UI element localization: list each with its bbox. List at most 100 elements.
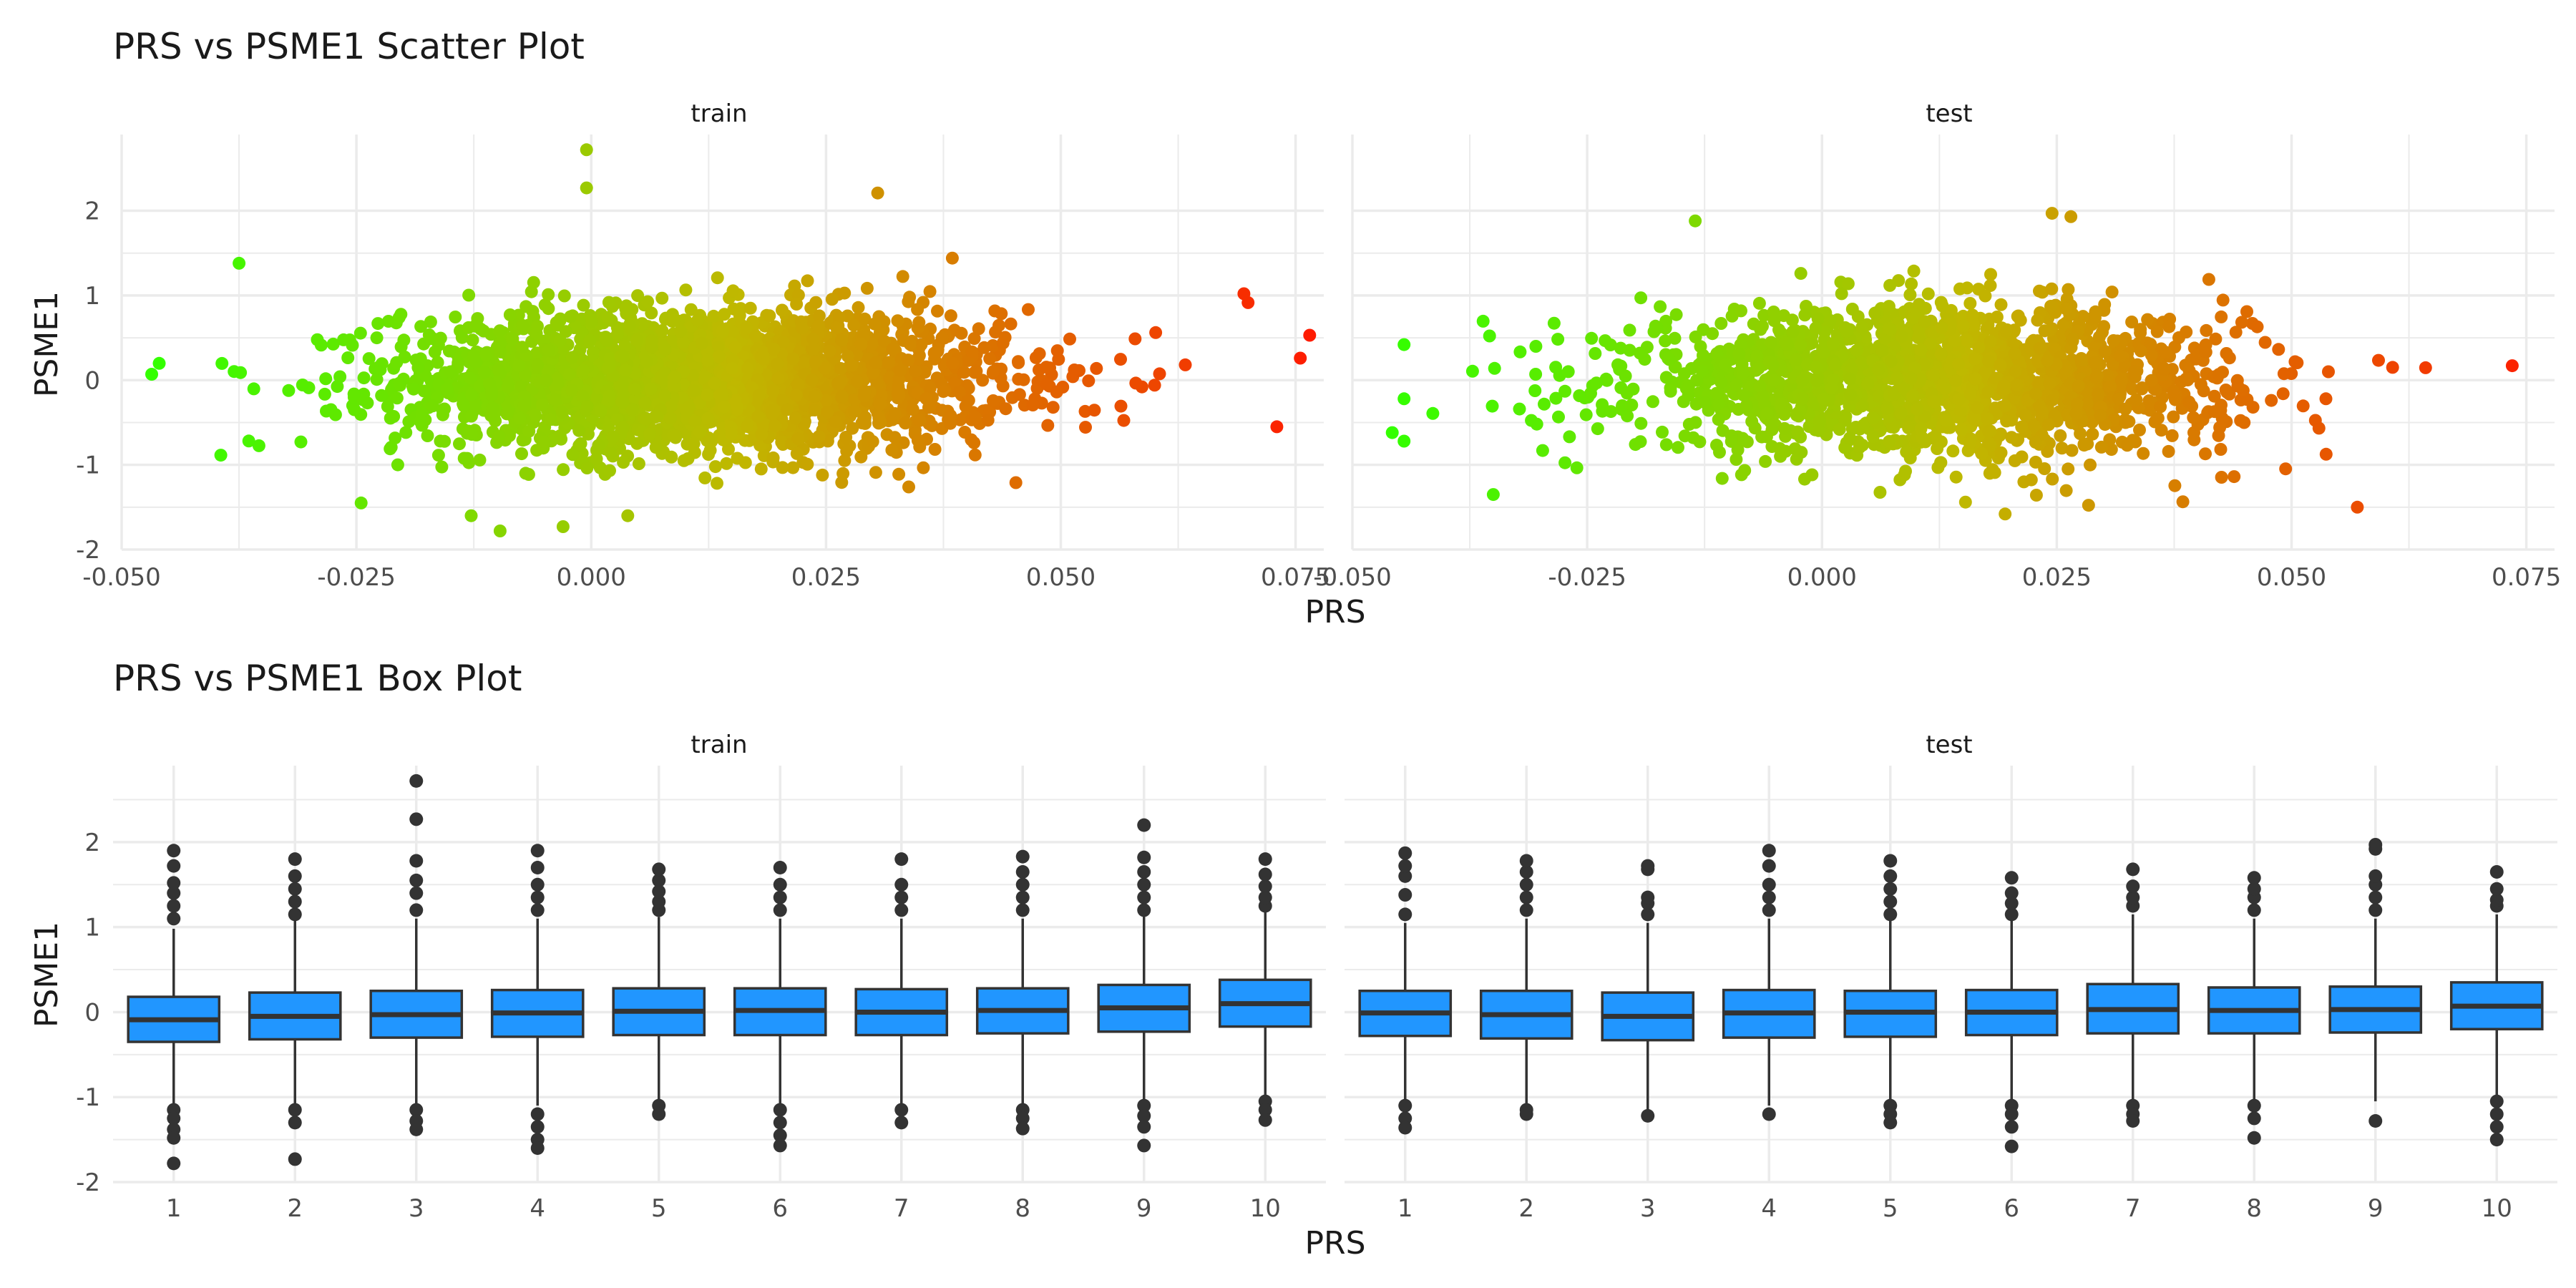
box-outlier <box>652 862 666 877</box>
x-tick-label: 4 <box>1761 1194 1777 1223</box>
x-tick-label: 5 <box>651 1194 667 1223</box>
scatter-point <box>1668 331 1682 345</box>
scatter-point <box>214 449 228 462</box>
scatter-point <box>2145 374 2158 387</box>
scatter-point <box>242 434 255 448</box>
scatter-point <box>1050 385 1063 399</box>
scatter-point <box>1237 287 1251 301</box>
scatter-point <box>2144 338 2157 351</box>
scatter-point <box>839 431 853 444</box>
scatter-point <box>1529 340 1543 353</box>
scatter-point <box>771 357 784 371</box>
scatter-point <box>2097 320 2111 333</box>
scatter-point <box>1714 375 1727 389</box>
scatter-point <box>2107 334 2120 347</box>
box-outlier <box>409 886 424 900</box>
scatter-point <box>812 430 826 443</box>
x-tick-label: 2 <box>1518 1194 1534 1223</box>
scatter-point <box>2094 440 2108 454</box>
scatter-point <box>1826 337 1840 351</box>
scatter-point <box>2000 414 2014 428</box>
scatter-point <box>2220 347 2233 360</box>
scatter-point <box>389 431 402 445</box>
scatter-point <box>615 395 628 409</box>
scatter-point <box>1963 436 1976 450</box>
scatter-point <box>769 419 782 433</box>
y-tick-label: -2 <box>76 536 100 565</box>
scatter-point <box>314 338 328 352</box>
box-outlier <box>288 852 302 867</box>
box-outlier <box>1519 1107 1533 1121</box>
scatter-point <box>808 389 821 403</box>
scatter-point <box>2024 473 2038 487</box>
scatter-point <box>740 321 753 335</box>
scatter-point <box>655 291 669 305</box>
scatter-point <box>944 309 957 323</box>
scatter-point <box>902 295 915 308</box>
scatter-point <box>2114 374 2128 387</box>
scatter-point <box>1026 399 1040 411</box>
box-outlier <box>409 812 424 826</box>
scatter-point <box>888 407 902 420</box>
scatter-point <box>688 414 702 428</box>
scatter-point <box>1935 321 1948 335</box>
scatter-point <box>294 435 308 449</box>
scatter-point <box>2042 418 2056 431</box>
scatter-point <box>835 389 849 403</box>
box-outlier <box>167 859 181 873</box>
scatter-point <box>2029 489 2043 502</box>
box-outlier <box>530 1141 545 1155</box>
box-outlier <box>167 844 181 858</box>
scatter-point <box>513 411 527 425</box>
y-tick-label: -1 <box>76 452 100 480</box>
scatter-point <box>370 331 384 345</box>
scatter-point <box>2135 382 2149 396</box>
scatter-point <box>2250 320 2264 333</box>
scatter-point <box>2092 330 2106 343</box>
scatter-point <box>2220 386 2234 399</box>
scatter-point <box>2125 382 2139 396</box>
scatter-point <box>1551 333 1565 346</box>
scatter-point <box>2322 365 2335 379</box>
scatter-point <box>2165 429 2179 442</box>
scatter-point <box>580 400 594 414</box>
scatter-point <box>2199 447 2212 461</box>
scatter-point <box>725 427 738 441</box>
scatter-point <box>767 343 781 356</box>
box-outlier <box>2126 879 2140 894</box>
scatter-point <box>467 349 480 363</box>
scatter-point <box>630 333 643 346</box>
scatter-point <box>1735 304 1747 318</box>
scatter-point <box>442 344 456 358</box>
scatter-point <box>1903 452 1917 464</box>
scatter-point <box>512 359 526 372</box>
scatter-point <box>957 366 971 379</box>
box-outlier <box>1258 852 1272 867</box>
scatter-point <box>2229 326 2243 339</box>
scatter-point <box>1927 369 1941 382</box>
scatter-point <box>399 426 413 439</box>
scatter-point <box>2176 495 2190 509</box>
scatter-point <box>503 308 517 321</box>
box-outlier <box>773 1103 787 1117</box>
box-outlier <box>1137 903 1151 917</box>
scatter-point <box>2277 367 2290 381</box>
x-tick-label: 6 <box>772 1194 788 1223</box>
scatter-point <box>913 414 927 427</box>
scatter-point <box>2207 405 2221 419</box>
scatter-point <box>594 404 608 417</box>
scatter-points-test <box>1385 207 2519 521</box>
box-outlier <box>773 1128 787 1143</box>
scatter-point <box>2141 313 2155 326</box>
scatter-point <box>1813 414 1827 428</box>
scatter-point <box>1890 371 1903 385</box>
scatter-point <box>234 366 248 379</box>
scatter-point <box>645 334 658 348</box>
scatter-point <box>362 352 376 366</box>
box-outlier <box>2489 1133 2504 1147</box>
scatter-y-axis-label: PSME1 <box>29 291 65 397</box>
y-tick-label: 0 <box>84 998 100 1027</box>
scatter-point <box>645 306 658 320</box>
scatter-point <box>464 509 478 522</box>
scatter-point <box>2351 500 2364 514</box>
